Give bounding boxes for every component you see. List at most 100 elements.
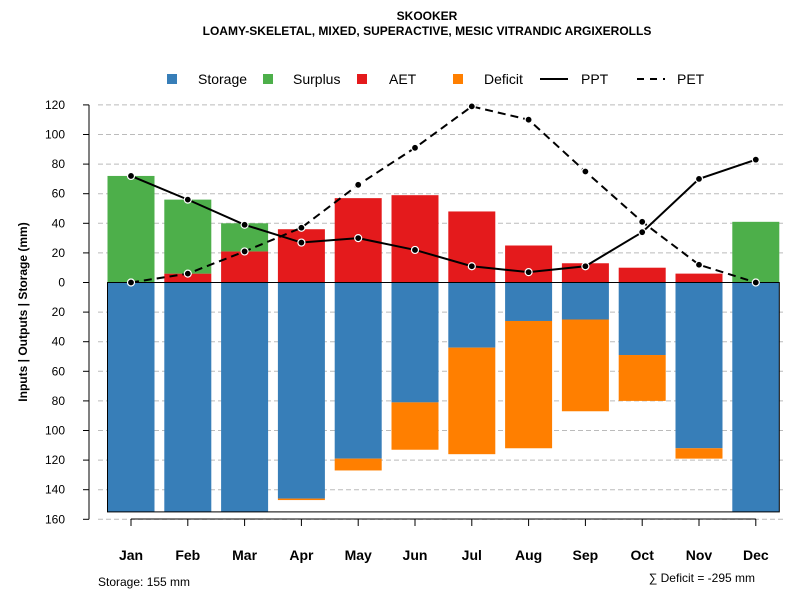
x-tick-label: Aug — [515, 547, 542, 563]
x-tick-label: Jun — [403, 547, 428, 563]
y-tick-label: 60 — [52, 364, 66, 378]
x-tick-label: Jul — [462, 547, 482, 563]
storage-bar — [675, 282, 723, 449]
x-axis: Jan Feb Mar Apr May Jun Jul Aug Sep Oct Nov Dec — [119, 518, 769, 563]
deficit-bar — [561, 319, 609, 412]
x-tick-label: Apr — [289, 547, 314, 563]
legend-swatch — [453, 74, 463, 84]
chart-title: SKOOKER — [397, 9, 458, 23]
pet-point — [126, 278, 136, 287]
y-tick-label: 120 — [45, 453, 65, 467]
y-tick-label: 20 — [52, 305, 66, 319]
legend-label: Deficit — [484, 71, 523, 87]
pet-point — [467, 102, 476, 111]
ppt-point — [524, 268, 533, 277]
ppt-point — [183, 195, 192, 204]
pet-point — [297, 223, 306, 232]
chart-subtitle: LOAMY-SKELETAL, MIXED, SUPERACTIVE, MESI… — [203, 24, 652, 38]
legend-swatch — [263, 74, 273, 84]
pet-point — [524, 115, 533, 124]
pet-point — [694, 260, 704, 269]
y-tick-label: 100 — [45, 424, 65, 438]
surplus-bar — [732, 221, 780, 283]
gridlines — [98, 104, 785, 520]
deficit-bar — [618, 355, 666, 401]
legend-label: PPT — [581, 71, 609, 87]
pet-point — [751, 278, 760, 287]
legend-label: PET — [677, 71, 705, 87]
ppt-point — [467, 262, 476, 271]
y-tick-label: 120 — [45, 98, 65, 112]
aet-bar — [505, 245, 553, 283]
ppt-point — [240, 220, 249, 229]
y-tick-label: 100 — [45, 128, 65, 142]
y-axis-title: Inputs | Outputs | Storage (mm) — [16, 222, 30, 401]
aet-bar — [164, 273, 212, 283]
storage-capacity-label: Storage: 155 mm — [98, 575, 190, 589]
x-tick-label: Oct — [631, 547, 655, 563]
pet-point — [354, 180, 363, 189]
storage-bar — [561, 282, 609, 320]
storage-bar — [334, 282, 382, 459]
legend-swatch — [167, 74, 177, 84]
ppt-point — [751, 155, 760, 164]
surplus-bar — [164, 199, 212, 274]
y-tick-label: 20 — [52, 246, 66, 260]
y-tick-label: 0 — [58, 276, 65, 290]
storage-bar — [732, 282, 780, 512]
deficit-bar — [277, 498, 325, 501]
storage-bar — [221, 282, 269, 512]
deficit-bar — [391, 402, 439, 450]
deficit-bar — [448, 347, 496, 455]
aet-bar — [391, 195, 439, 283]
pet-point — [581, 167, 590, 176]
bars — [107, 175, 780, 513]
y-axis: 120 100 80 60 40 20 0 20 40 60 80 100 120 140 160 — [45, 98, 90, 526]
x-tick-label: Nov — [686, 547, 713, 563]
ppt-line — [130, 158, 757, 274]
storage-bar — [107, 282, 155, 512]
y-tick-label: 40 — [52, 335, 66, 349]
legend-label: AET — [389, 71, 417, 87]
surplus-bar — [107, 175, 155, 283]
y-tick-label: 40 — [52, 216, 66, 230]
storage-bar — [505, 282, 553, 321]
y-tick-label: 160 — [45, 512, 65, 526]
y-tick-label: 60 — [52, 187, 66, 201]
ppt-point — [581, 262, 590, 271]
series-lines — [130, 105, 757, 284]
series-points — [126, 102, 760, 287]
aet-bar — [448, 211, 496, 283]
legend: Storage Surplus AET Deficit PPT PET — [167, 71, 705, 87]
ppt-point — [126, 171, 136, 181]
x-tick-label: Dec — [743, 547, 769, 563]
ppt-point — [410, 245, 420, 255]
pet-point — [638, 217, 647, 226]
storage-bar — [277, 282, 325, 499]
aet-bar — [221, 251, 269, 283]
pet-line — [130, 105, 757, 284]
legend-swatch — [357, 74, 367, 84]
x-tick-label: Jan — [119, 547, 143, 563]
pet-point — [240, 247, 249, 256]
y-tick-label: 140 — [45, 483, 65, 497]
legend-label: Surplus — [293, 71, 340, 87]
x-tick-label: Sep — [573, 547, 599, 563]
deficit-bar — [675, 448, 723, 459]
ppt-point — [694, 174, 704, 183]
ppt-point — [354, 234, 363, 243]
x-tick-label: Mar — [232, 547, 257, 563]
storage-bar — [448, 282, 496, 348]
deficit-bar — [505, 320, 553, 449]
pet-point — [183, 269, 192, 278]
ppt-point — [297, 238, 306, 247]
storage-bar — [164, 282, 212, 512]
aet-bar — [675, 273, 723, 283]
legend-label: Storage — [198, 71, 247, 87]
pet-point — [410, 143, 420, 152]
x-tick-label: Feb — [175, 547, 200, 563]
storage-bar — [391, 282, 439, 403]
deficit-total-label: ∑ Deficit = -295 mm — [649, 571, 755, 585]
y-tick-label: 80 — [52, 394, 66, 408]
